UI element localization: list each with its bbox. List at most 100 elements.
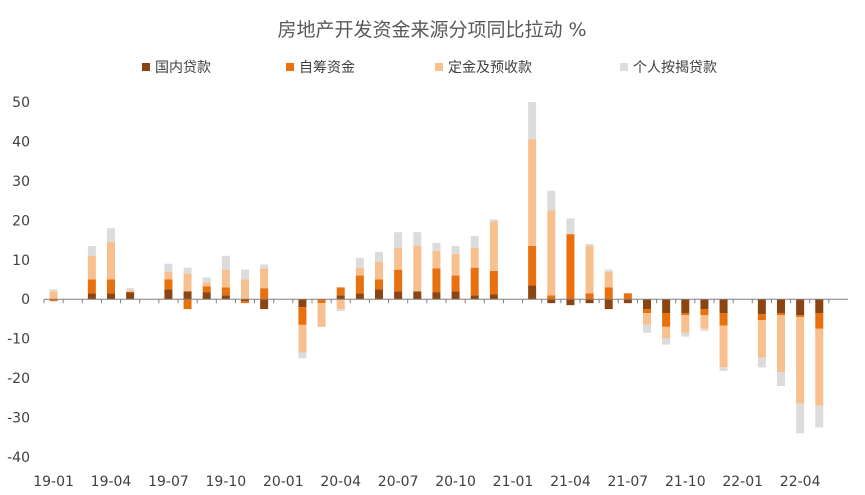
- x-tick-label: 19-04: [91, 474, 132, 490]
- bar-segment: [355, 275, 364, 294]
- bar-segment: [604, 269, 613, 272]
- bar-segment: [796, 316, 805, 404]
- bar-segment: [298, 324, 307, 353]
- bar-segment: [394, 232, 403, 248]
- bar-segment: [547, 295, 556, 300]
- bar-segment: [260, 264, 269, 269]
- legend: 国内贷款 自筹资金 定金及预收款 个人按揭贷款: [142, 59, 717, 76]
- bar-segment: [241, 269, 249, 280]
- bar-segment: [375, 261, 383, 280]
- bar-segment: [298, 352, 307, 359]
- bar-segment: [470, 295, 479, 300]
- bar-segment: [719, 299, 728, 314]
- y-tick-label: -10: [7, 332, 30, 348]
- bar-segment: [470, 267, 479, 296]
- bar-segment: [413, 232, 422, 246]
- bar-segment: [375, 279, 383, 290]
- x-tick-label: 22-04: [780, 474, 821, 490]
- bar-segment: [49, 291, 58, 300]
- bar-segment: [681, 315, 690, 333]
- bar-segment: [336, 295, 345, 300]
- bar-segment: [451, 253, 460, 276]
- bar-segment: [489, 221, 498, 271]
- bar-segment: [777, 299, 785, 314]
- plot-area: [49, 102, 824, 434]
- bar-segment: [394, 269, 403, 292]
- bar-segment: [336, 309, 345, 312]
- legend-label-mortgage-loans: 个人按揭贷款: [633, 60, 717, 76]
- bar-segment: [585, 299, 594, 304]
- bar-segment: [394, 291, 403, 300]
- bar-segment: [432, 250, 441, 269]
- y-axis: 50 40 30 20 10 0 -10 -20 -30 -40: [7, 95, 30, 466]
- bar-segment: [164, 263, 173, 272]
- bar-segment: [49, 299, 58, 302]
- x-tick-label: 21-01: [493, 474, 534, 490]
- bar-segment: [700, 328, 709, 331]
- bar-segment: [260, 268, 269, 289]
- bar-segment: [221, 287, 230, 296]
- bar-segment: [566, 299, 575, 306]
- bar-segment: [585, 293, 594, 300]
- bar-segment: [126, 290, 135, 293]
- bar-segment: [355, 293, 364, 300]
- bar-segment: [107, 228, 115, 243]
- bar-segment: [183, 299, 192, 310]
- bar-segment: [336, 299, 345, 310]
- bar-segment: [585, 244, 594, 246]
- bar-segment: [107, 279, 115, 294]
- x-tick-label: 20-04: [320, 474, 361, 490]
- bar-segment: [183, 291, 192, 300]
- bar-segment: [241, 279, 249, 300]
- bar-segment: [662, 338, 671, 345]
- bar-segment: [355, 257, 364, 268]
- bar-segment: [719, 313, 728, 326]
- bar-segment: [719, 367, 728, 372]
- bar-segment: [260, 288, 269, 300]
- bar-segment: [451, 245, 460, 254]
- bar-segment: [489, 219, 498, 222]
- bar-segment: [662, 313, 671, 327]
- bar-segment: [662, 299, 671, 314]
- bar-segment: [700, 299, 709, 310]
- bar-segment: [719, 325, 728, 368]
- bar-segment: [375, 251, 383, 262]
- bar-segment: [623, 293, 632, 300]
- bar-segment: [604, 287, 613, 300]
- bar-segment: [777, 313, 785, 315]
- y-tick-label: 0: [21, 292, 30, 308]
- bar-segment: [107, 293, 115, 300]
- bar-segment: [796, 315, 805, 317]
- bar-segment: [566, 234, 575, 300]
- bar-segment: [547, 190, 556, 211]
- bar-segment: [432, 292, 441, 300]
- bar-segment: [528, 245, 537, 286]
- bar-segment: [643, 313, 651, 325]
- bar-segment: [164, 279, 173, 290]
- bar-segment: [566, 218, 575, 235]
- bar-segment: [604, 299, 613, 310]
- x-tick-label: 19-07: [148, 474, 189, 490]
- bar-segment: [662, 326, 671, 339]
- bar-segment: [241, 301, 249, 304]
- x-tick-label: 21-07: [608, 474, 649, 490]
- bar-segment: [202, 277, 211, 283]
- bar-segment: [757, 299, 766, 315]
- y-tick-label: -40: [7, 450, 30, 466]
- x-tick-label: 19-01: [33, 474, 74, 490]
- bar-segment: [183, 267, 192, 274]
- y-tick-label: 10: [12, 253, 30, 269]
- bar-segment: [317, 299, 326, 304]
- bar-segment: [355, 267, 364, 276]
- bar-segment: [87, 245, 96, 256]
- bar-segment: [183, 273, 192, 292]
- bar-segment: [681, 299, 690, 314]
- bar-segment: [49, 289, 58, 292]
- bar-segment: [643, 299, 651, 310]
- bar-segment: [202, 282, 211, 287]
- bar-segment: [413, 291, 422, 300]
- bar-segment: [757, 314, 766, 321]
- chart-title: 房地产开发资金来源分项同比拉动 %: [277, 19, 586, 41]
